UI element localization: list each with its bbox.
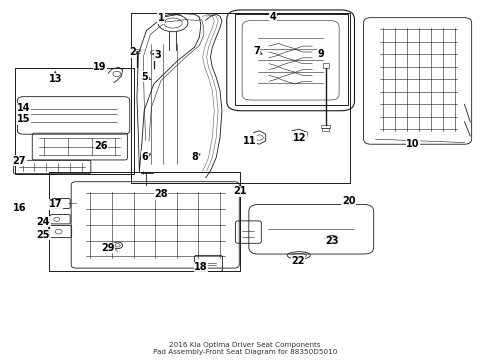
Text: 3: 3 bbox=[154, 50, 161, 60]
Text: 7: 7 bbox=[253, 46, 260, 56]
Text: 27: 27 bbox=[13, 156, 26, 166]
Bar bbox=[321, 125, 330, 128]
Text: 5: 5 bbox=[142, 72, 148, 82]
Text: 25: 25 bbox=[37, 230, 50, 240]
Bar bbox=[323, 63, 329, 68]
Text: 1: 1 bbox=[158, 13, 164, 23]
Text: 18: 18 bbox=[194, 262, 208, 273]
Text: 14: 14 bbox=[17, 103, 31, 113]
Text: 20: 20 bbox=[342, 196, 355, 206]
Text: 29: 29 bbox=[101, 243, 115, 253]
Text: 12: 12 bbox=[293, 132, 306, 143]
Text: 2016 Kia Optima Driver Seat Components
Pad Assembly-Front Seat Diagram for 88350: 2016 Kia Optima Driver Seat Components P… bbox=[153, 342, 337, 355]
Text: 11: 11 bbox=[243, 136, 257, 146]
Text: 4: 4 bbox=[270, 12, 276, 22]
Text: 13: 13 bbox=[49, 74, 62, 84]
Bar bbox=[135, 49, 140, 51]
Text: 17: 17 bbox=[49, 199, 62, 210]
Text: 16: 16 bbox=[13, 203, 26, 213]
Text: 28: 28 bbox=[154, 189, 168, 199]
Text: 8: 8 bbox=[191, 152, 198, 162]
Bar bbox=[322, 128, 329, 131]
Text: 10: 10 bbox=[406, 139, 420, 149]
Text: 23: 23 bbox=[326, 236, 339, 246]
Text: 26: 26 bbox=[94, 141, 108, 151]
Text: 6: 6 bbox=[142, 152, 148, 162]
Text: 24: 24 bbox=[37, 217, 50, 227]
Text: 21: 21 bbox=[233, 186, 247, 196]
Text: 19: 19 bbox=[93, 62, 107, 72]
Text: 15: 15 bbox=[17, 114, 31, 124]
Text: 22: 22 bbox=[291, 256, 305, 266]
Text: 2: 2 bbox=[129, 47, 136, 57]
Text: 9: 9 bbox=[318, 49, 324, 59]
